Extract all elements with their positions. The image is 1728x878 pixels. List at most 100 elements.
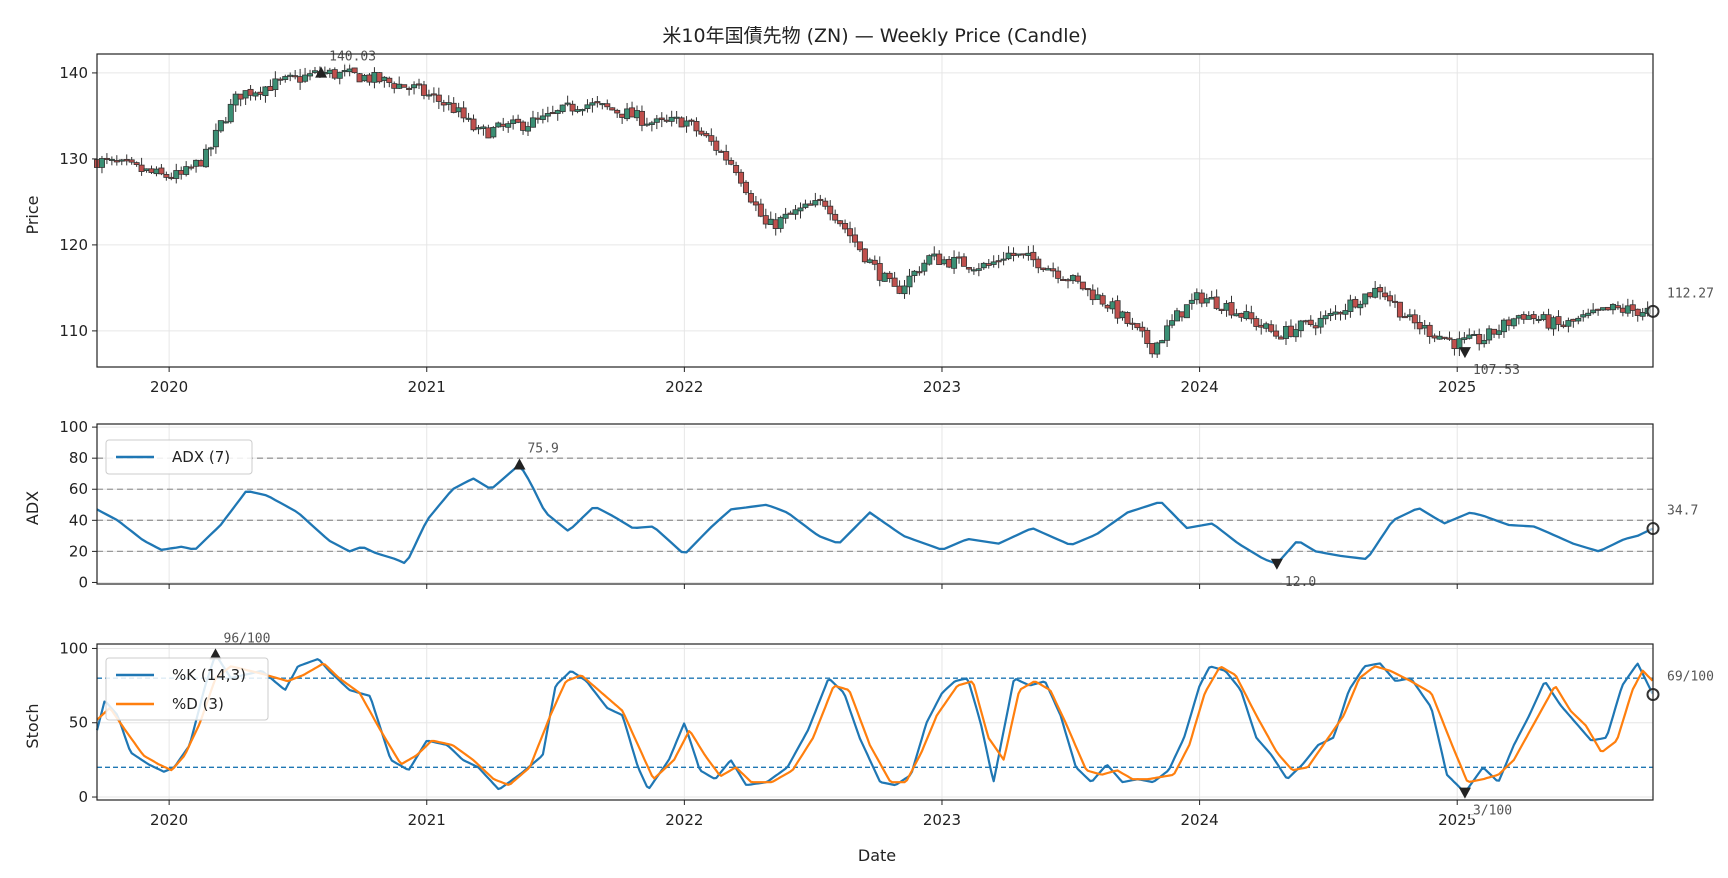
candle-body (490, 127, 497, 138)
candle-body (262, 86, 269, 97)
candle-body (193, 159, 200, 167)
candle-body (307, 73, 314, 77)
stoch-axis-label: Stoch (23, 703, 42, 748)
price-last-label: 112.27 (1667, 286, 1714, 301)
stoch-max-label-bg (220, 630, 275, 647)
candle-body (1149, 343, 1156, 355)
candle-body (698, 130, 705, 135)
price-panel: 110 120 130 140 2020 2021 2022 2023 2024 2025 140.… (59, 48, 1718, 396)
candle-body (1322, 315, 1329, 320)
candle-body (539, 115, 546, 120)
candle-body (802, 203, 809, 208)
candle-body (247, 88, 254, 96)
candle-body (663, 119, 670, 122)
price-max-marker (315, 66, 328, 78)
candle-body (792, 209, 799, 215)
candle-body (520, 121, 527, 131)
candle-body (1451, 339, 1458, 350)
y-tick-label: 100 (59, 639, 88, 657)
candle-body (351, 67, 358, 74)
candle-body (866, 259, 873, 263)
candle-body (876, 263, 883, 281)
candle-body (515, 118, 522, 123)
candle-body (931, 253, 938, 257)
candle-body (311, 70, 318, 73)
candle-body (376, 72, 383, 83)
y-tick-label: 130 (59, 150, 88, 168)
candle-body (1089, 289, 1096, 301)
y-tick-label: 120 (59, 236, 88, 254)
candle-body (103, 157, 110, 160)
candle-body (188, 166, 195, 169)
x-tick-label: 2025 (1438, 378, 1476, 396)
price-axis-label: Price (23, 195, 42, 234)
candle-body (1471, 333, 1478, 336)
candle-body (658, 117, 665, 120)
stoch-min-marker (1458, 787, 1471, 799)
candle-body (1258, 324, 1265, 328)
candle-body (713, 140, 720, 151)
candle-body (1055, 270, 1062, 279)
candle-body (1273, 330, 1280, 337)
x-tick-label: 2023 (923, 378, 961, 396)
candle-body (1188, 299, 1195, 304)
candle-body (1377, 287, 1384, 293)
candle-body (673, 116, 680, 119)
candle-body (985, 263, 992, 266)
candle-body (1129, 322, 1136, 325)
candle-body (733, 165, 740, 174)
candle-body (381, 76, 388, 81)
candle-body (1634, 308, 1641, 316)
candle-body (554, 110, 561, 114)
candle-body (926, 255, 933, 265)
candle-body (980, 262, 987, 269)
candle-body (1218, 308, 1225, 311)
candle-body (564, 102, 571, 105)
adx-max-label-bg (524, 440, 563, 457)
stoch-panel: 0 50 100 2020 2021 2022 2023 2024 2025 96/100 3/10… (59, 630, 1718, 829)
candle-body (341, 70, 348, 73)
candle-body (1174, 310, 1181, 322)
candle-body (1268, 324, 1275, 332)
candle-body (638, 110, 645, 126)
candle-body (455, 107, 462, 113)
candle-body (118, 159, 125, 162)
candle-body (1282, 326, 1289, 339)
candle-body (1347, 299, 1354, 312)
candle-body (832, 213, 839, 221)
candle-body (1555, 316, 1562, 325)
candle-body (946, 258, 953, 268)
candle-body (777, 217, 784, 229)
candle-body (1595, 308, 1602, 311)
candle-body (1307, 319, 1314, 326)
candle-body (921, 262, 928, 272)
candle-body (1000, 258, 1007, 261)
d-line (96, 662, 1654, 786)
candle-body (718, 150, 725, 153)
candle-body (1312, 325, 1319, 329)
y-tick-label: 100 (59, 418, 88, 436)
candle-body (287, 74, 294, 77)
candle-body (956, 256, 963, 259)
candle-body (936, 253, 943, 265)
candle-body (183, 166, 190, 175)
candle-body (668, 116, 675, 122)
candle-body (1065, 279, 1072, 282)
candle-body (1515, 315, 1522, 319)
candle-body (1317, 317, 1324, 328)
candle-body (693, 121, 700, 132)
candle-body (594, 101, 601, 104)
candle-body (837, 220, 844, 225)
candle-body (728, 160, 735, 165)
candle-body (331, 69, 338, 79)
candle-body (1486, 328, 1493, 341)
candle-body (1491, 328, 1498, 335)
candle-body (1624, 305, 1631, 314)
x-axis-label: Date (858, 846, 896, 865)
candle-body (1391, 300, 1398, 303)
candle-body (1372, 287, 1379, 298)
candle-body (544, 113, 551, 117)
candle-body (475, 127, 482, 130)
candle-body (1119, 311, 1126, 319)
candle-body (911, 270, 918, 276)
